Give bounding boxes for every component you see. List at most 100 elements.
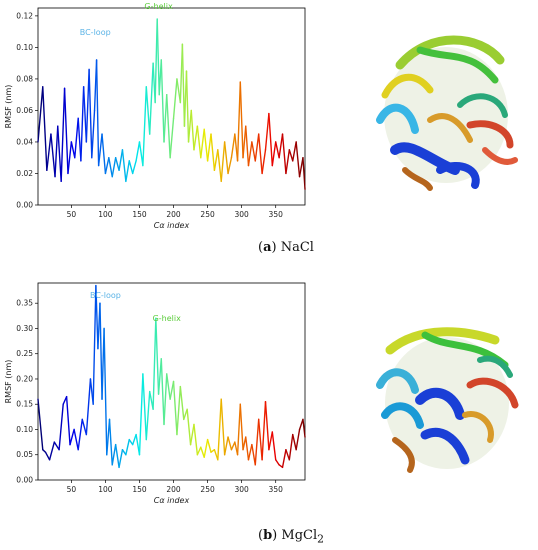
rmsf-line-segment [53, 441, 60, 451]
rmsf-line-segment [245, 125, 250, 167]
rmsf-line-segment [138, 373, 144, 456]
rmsf-line-segment [37, 398, 44, 451]
rmsf-line-segment [242, 436, 247, 451]
rmsf-line-segment [99, 302, 103, 400]
caption-text: NaCl [280, 240, 314, 255]
rmsf-line-segment [50, 133, 56, 178]
rmsf-line-segment [131, 160, 137, 175]
rmsf-line-segment [155, 317, 160, 395]
rmsf-line-segment [125, 438, 130, 456]
rmsf-line-segment [104, 157, 110, 175]
rmsf-line-segment [85, 68, 90, 143]
x-tick-label: 250 [200, 485, 215, 494]
rmsf-line-segment [200, 128, 205, 159]
caption-label: b [263, 528, 273, 543]
rmsf-line-segment [257, 418, 263, 461]
rmsf-line-segment [220, 398, 226, 456]
x-tick-label: 100 [98, 210, 113, 219]
rmsf-line-segment [172, 78, 178, 120]
rmsf-line-segment [54, 125, 59, 178]
rmsf-line-segment [176, 385, 182, 436]
x-tick-label: 350 [269, 485, 284, 494]
rmsf-line-segment [193, 423, 199, 456]
y-tick-label: 0.05 [16, 450, 33, 459]
x-axis-label: Cα index [154, 496, 190, 505]
x-tick-label: 350 [269, 210, 284, 219]
rmsf-line-segment [95, 284, 99, 350]
rmsf-line-segment [58, 403, 64, 451]
y-tick-label: 0.20 [16, 374, 33, 383]
rmsf-line-segment [227, 436, 233, 451]
rmsf-line-segment [65, 395, 71, 446]
rmsf-line-segment [239, 403, 244, 451]
rmsf-line-segment [138, 141, 144, 167]
rmsf-line-segment [101, 133, 107, 175]
rmsf-line-segment [247, 141, 253, 167]
caption-nacl: (a) NaCl [258, 240, 314, 255]
rmsf-line-segment [166, 373, 171, 400]
y-tick-label: 0.15 [16, 400, 33, 409]
caption-mgcl2: (b) MgCl2 [258, 528, 325, 546]
rmsf-line-segment [281, 448, 287, 469]
rmsf-line-segment [111, 157, 117, 178]
y-axis-label: RMSF (nm) [4, 360, 13, 404]
protein-structure-mgcl2 [376, 327, 519, 473]
caption-subscript: 2 [317, 532, 325, 546]
rmsf-line-segment [206, 438, 212, 453]
rmsf-line-segment [63, 87, 69, 175]
rmsf-line-segment [275, 459, 280, 466]
rmsf-line-segment [106, 418, 111, 456]
rmsf-line-segment [149, 62, 154, 135]
caption-text: MgCl [281, 528, 318, 543]
rmsf-line-segment [242, 125, 247, 159]
rmsf-line-segment [196, 446, 202, 456]
rmsf-line-segment [189, 423, 195, 446]
y-tick-label: 0.35 [16, 299, 33, 308]
rmsf-line-segment [264, 112, 270, 151]
annotation-label: BC-loop [90, 291, 121, 300]
rmsf-line-segment [196, 125, 202, 159]
rmsf-line-segment [213, 149, 219, 172]
rmsf-line-segment [264, 401, 270, 451]
rmsf-line-segment [103, 327, 108, 456]
y-tick-label: 0.12 [16, 11, 33, 20]
rmsf-line-segment [88, 68, 93, 159]
rmsf-line-segment [145, 86, 151, 135]
rmsf-line-segment [108, 157, 113, 178]
rmsf-line-segment [223, 436, 229, 456]
rmsf-line-segment [57, 125, 62, 183]
rmsf-line-segment [251, 443, 256, 466]
rmsf-line-segment [77, 418, 83, 451]
rmsf-line-segment [288, 433, 294, 461]
rmsf-line-segment [292, 433, 297, 451]
x-tick-label: 150 [132, 210, 147, 219]
rmsf-line-segment [176, 78, 182, 104]
rmsf-line-segment [271, 141, 277, 167]
x-tick-label: 200 [166, 210, 181, 219]
rmsf-line-segment [121, 149, 127, 183]
rmsf-line-segment [152, 317, 157, 410]
y-tick-label: 0.08 [16, 74, 33, 83]
rmsf-line-segment [251, 141, 256, 162]
rmsf-line-segment [125, 160, 130, 183]
rmsf-line-segment [257, 133, 263, 175]
protein-structure-nacl [376, 35, 518, 191]
annotation-label: G-helix [144, 2, 173, 11]
rmsf-line-segment [302, 157, 306, 190]
y-tick-label: 0.25 [16, 349, 33, 358]
y-tick-label: 0.00 [16, 201, 33, 210]
rmsf-line-segment [135, 141, 141, 162]
x-axis-label: Cα index [154, 221, 190, 230]
rmsf-line-segment [69, 428, 75, 446]
rmsf-line-segment [254, 133, 260, 162]
rmsf-line-segment [145, 390, 151, 441]
plot-frame [37, 282, 306, 481]
rmsf-line-segment [85, 378, 92, 436]
rmsf-line-segment [118, 448, 124, 469]
rmsf-line-segment [230, 441, 236, 451]
rmsf-line-segment [108, 418, 113, 466]
rmsf-line-segment [81, 418, 88, 436]
rmsf-line-segment [121, 448, 127, 456]
rmsf-line-segment [223, 141, 229, 175]
rmsf-line-segment [128, 438, 134, 446]
